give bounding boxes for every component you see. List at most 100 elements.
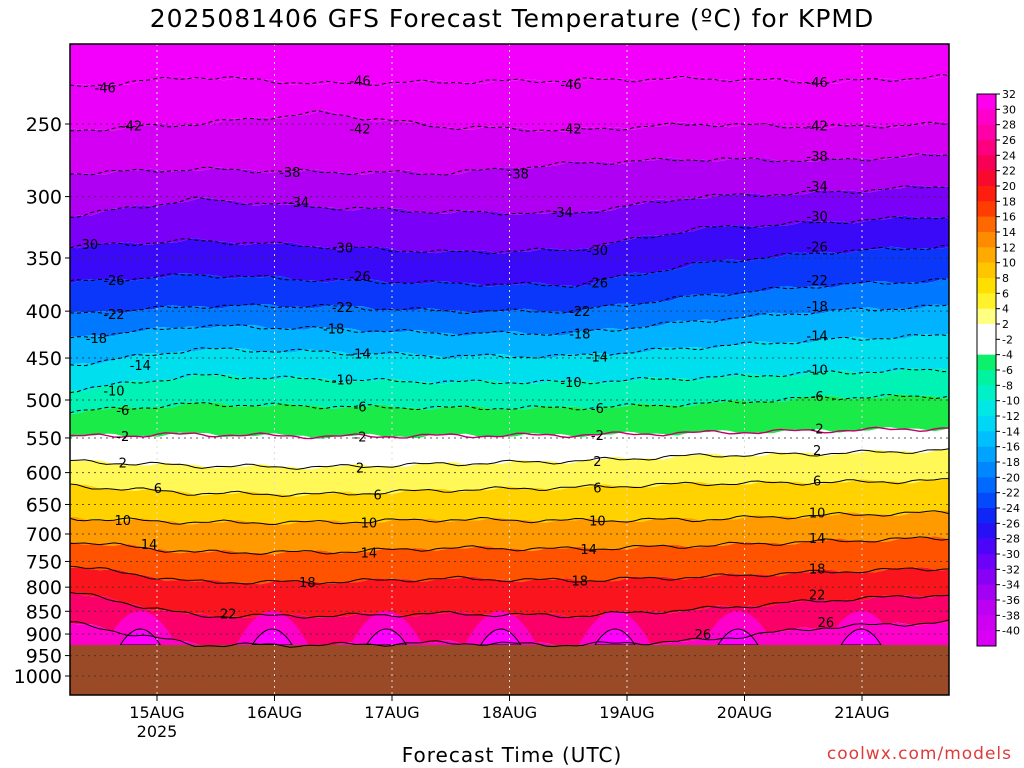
- colorbar-label: 18: [1002, 195, 1016, 208]
- colorbar-swatch: [977, 339, 996, 355]
- colorbar-label: 30: [1002, 103, 1016, 116]
- colorbar-swatch: [977, 216, 996, 233]
- contour-label: -50: [807, 29, 828, 44]
- x-tick-label: 18AUG: [482, 703, 537, 722]
- y-tick-label: 300: [26, 187, 62, 209]
- y-tick-label: 900: [26, 624, 62, 646]
- y-tick-label: 950: [26, 646, 62, 668]
- warm-cell-core: [119, 628, 162, 646]
- contour-label: 26: [695, 628, 712, 643]
- warm-cell-core: [717, 628, 759, 646]
- colorbar-swatch: [977, 431, 996, 447]
- contour-label: -26: [807, 240, 828, 255]
- colorbar-swatch: [977, 523, 996, 539]
- colorbar-label: -2: [1002, 333, 1013, 346]
- x-tick-sublabel: 2025: [137, 722, 178, 741]
- credit-link[interactable]: coolwx.com/models: [826, 744, 1012, 764]
- contour-label: -10: [332, 374, 353, 389]
- contour-line: [70, 278, 949, 315]
- temperature-band: [70, 215, 949, 287]
- contour-line: [70, 565, 949, 585]
- contour-label: -26: [103, 274, 124, 289]
- colorbar-swatch: [977, 600, 996, 616]
- y-tick-label: 450: [26, 348, 62, 370]
- contour-label: -34: [288, 196, 309, 211]
- contour-label: -42: [807, 120, 828, 135]
- contour-label: -42: [121, 120, 142, 135]
- warm-cell: [464, 610, 537, 645]
- temperature-band: [70, 74, 949, 132]
- colorbar-label: 6: [1002, 287, 1009, 300]
- temperature-band: [70, 449, 949, 497]
- contour-label: -6: [116, 404, 129, 419]
- plot-area: [70, 44, 949, 695]
- colorbar-swatch: [977, 293, 996, 309]
- contour-label: 10: [114, 514, 131, 529]
- colorbar-swatch: [977, 492, 996, 509]
- colorbar-swatch: [977, 462, 996, 478]
- contour-label: 14: [580, 543, 597, 558]
- colorbar-label: -26: [1002, 517, 1020, 530]
- contour-label: -46: [349, 74, 370, 89]
- contour-label: -46: [95, 81, 116, 96]
- colorbar-label: -34: [1002, 579, 1020, 592]
- y-tick-label: 250: [26, 114, 62, 136]
- contour-label-layer: -50 -50 -46 -46 -46 -46 -42 -42 -42 -42 -38 -38 -38 -…: [77, 29, 834, 643]
- x-axis-title: Forecast Time (UTC): [401, 743, 623, 767]
- contour-label: -22: [332, 301, 353, 316]
- x-tick-label: 21AUG: [834, 703, 889, 722]
- colorbar-swatch: [977, 308, 996, 325]
- colorbar-swatch: [977, 109, 996, 125]
- colorbar-label: 26: [1002, 134, 1016, 147]
- y-tick-label: 400: [26, 301, 62, 323]
- contour-label: -30: [77, 238, 98, 253]
- x-tick-label: 16AUG: [247, 703, 302, 722]
- colorbar-swatch: [977, 508, 996, 524]
- contour-line: [70, 333, 949, 367]
- colorbar-label: -30: [1002, 548, 1020, 561]
- temperature-band: [70, 278, 949, 337]
- contour-line: [70, 367, 949, 393]
- contour-line: [70, 244, 949, 288]
- contour-label: -38: [508, 167, 529, 182]
- y-tick-label: 750: [26, 551, 62, 573]
- contour-label: -10: [103, 384, 124, 399]
- contour-label: -22: [807, 274, 828, 289]
- temperature-band: [70, 153, 949, 217]
- contour-label: -38: [807, 150, 828, 165]
- contour-line: [70, 448, 949, 470]
- warm-cell: [825, 610, 898, 645]
- warm-cell-core: [840, 628, 883, 646]
- y-tick-label: 600: [26, 463, 62, 485]
- contour-label: 22: [220, 608, 237, 623]
- contour-label: -42: [560, 123, 581, 138]
- contour-label: 14: [809, 532, 826, 547]
- colorbar-label: -14: [1002, 425, 1020, 438]
- temperature-band: [70, 246, 949, 314]
- contour-label: -2: [811, 422, 824, 437]
- warm-cell-core: [251, 628, 294, 646]
- colorbar-swatch: [977, 140, 996, 156]
- colorbar-swatch: [977, 170, 996, 187]
- contour-label: -2: [591, 429, 604, 444]
- colorbar-label: 10: [1002, 257, 1016, 270]
- contour-label: 2: [813, 444, 821, 459]
- x-tick-label: 19AUG: [599, 703, 654, 722]
- colorbar-label: 2: [1002, 318, 1009, 331]
- contour-line: [70, 591, 949, 619]
- colorbar-swatch: [977, 477, 996, 493]
- colorbar-label: -40: [1002, 625, 1020, 638]
- contour-label: 10: [589, 515, 606, 530]
- y-axis: 2503003504004505005506006507007508008509…: [14, 114, 70, 688]
- contour-label: 18: [572, 575, 589, 590]
- contour-label: -34: [807, 180, 828, 195]
- contour-line: [70, 153, 949, 176]
- contour-label: 18: [809, 562, 826, 577]
- contour-label: -22: [569, 305, 590, 320]
- y-tick-label: 350: [26, 248, 62, 270]
- contour-label: 2: [593, 455, 601, 470]
- y-tick-label: 500: [26, 390, 62, 412]
- colorbar-swatch: [977, 400, 996, 417]
- x-tick-label: 20AUG: [717, 703, 772, 722]
- contour-line: [70, 394, 949, 414]
